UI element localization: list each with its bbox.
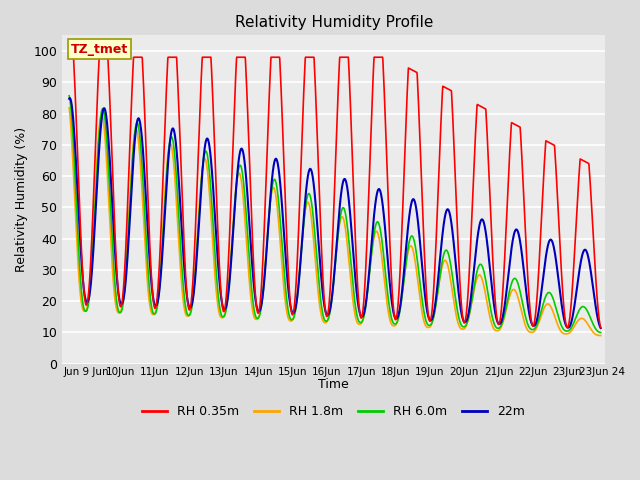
X-axis label: Time: Time bbox=[318, 378, 349, 391]
Text: TZ_tmet: TZ_tmet bbox=[71, 43, 128, 56]
Y-axis label: Relativity Humidity (%): Relativity Humidity (%) bbox=[15, 127, 28, 272]
Legend: RH 0.35m, RH 1.8m, RH 6.0m, 22m: RH 0.35m, RH 1.8m, RH 6.0m, 22m bbox=[137, 400, 531, 423]
Title: Relativity Humidity Profile: Relativity Humidity Profile bbox=[234, 15, 433, 30]
